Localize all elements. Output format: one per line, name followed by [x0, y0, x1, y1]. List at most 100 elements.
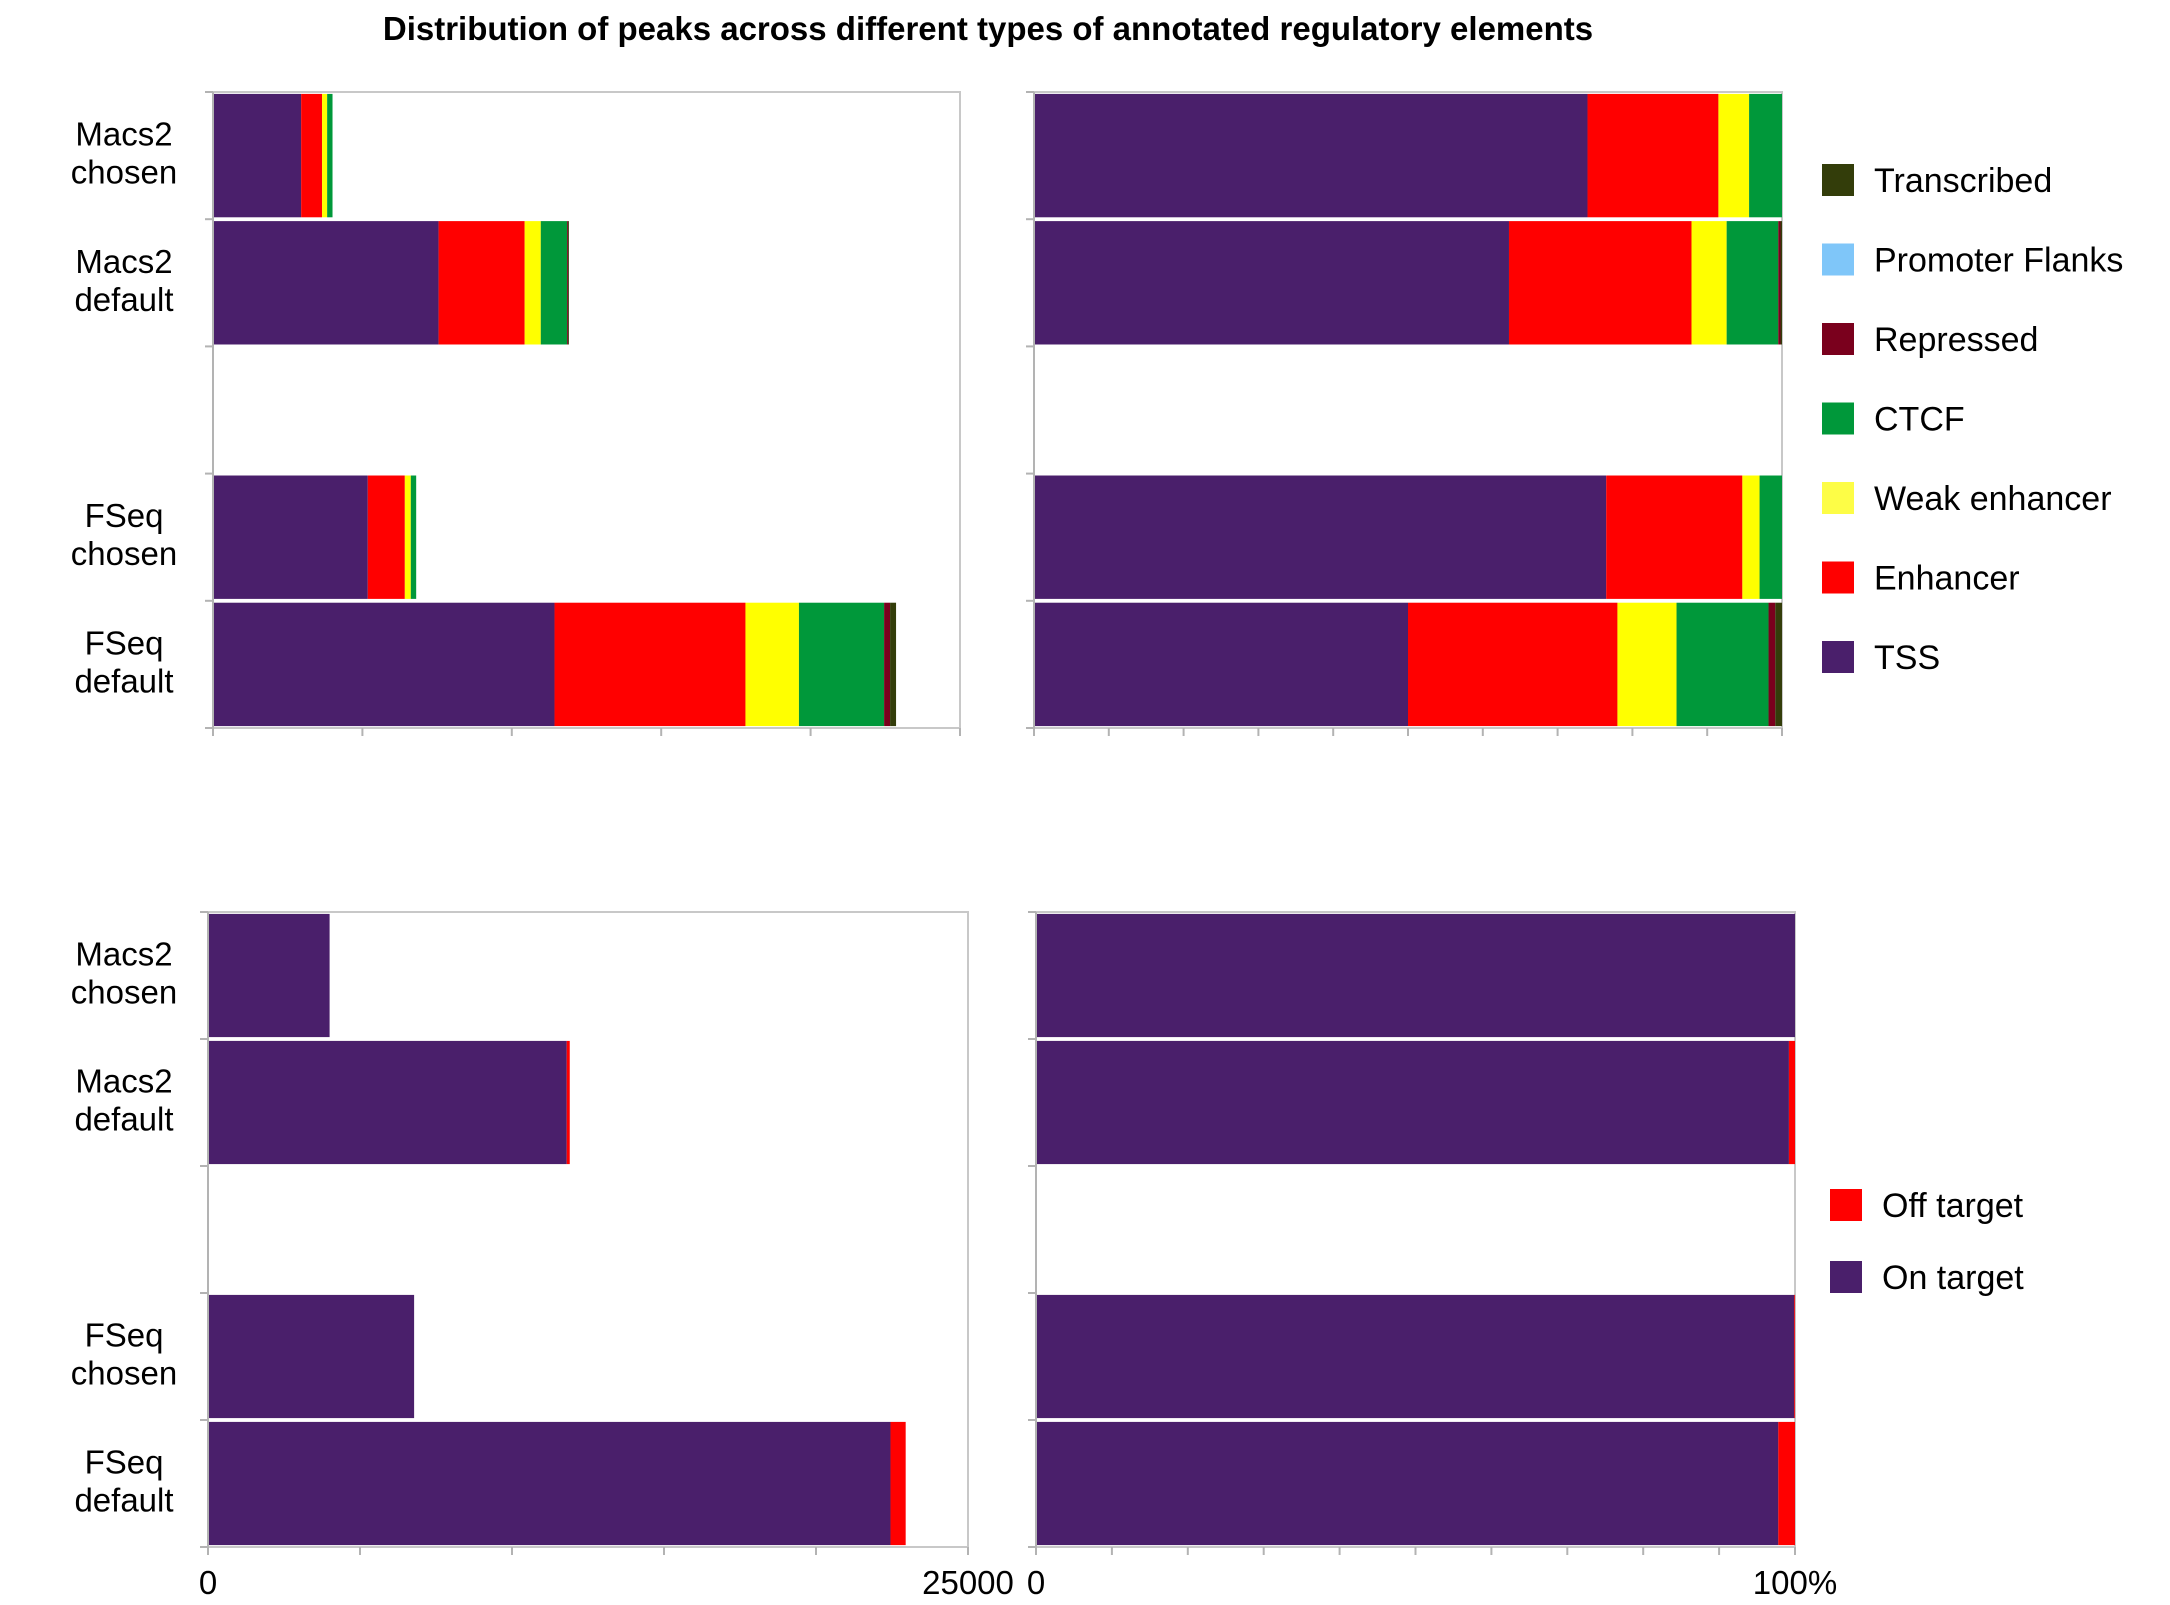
legend-item: Enhancer: [1822, 560, 2020, 598]
bar-segment-on-target: [1036, 1040, 1789, 1165]
bar-segment-transcribed: [890, 602, 897, 727]
legend-item: Off target: [1830, 1187, 2024, 1225]
panel-percent-regulatory: [1026, 91, 1783, 736]
bar-segment-ctcf: [410, 475, 417, 599]
bar-segment-enhancer: [301, 93, 323, 218]
bar-segment-ctcf: [1759, 475, 1782, 599]
legend-label: TSS: [1874, 639, 1940, 677]
bar-segment-weak-enhancer: [1691, 221, 1727, 345]
legend-swatch: [1822, 323, 1854, 355]
legend-swatch: [1822, 164, 1854, 196]
x-tick-label: 100%: [1753, 1564, 1837, 1601]
legend-label: Off target: [1882, 1187, 2024, 1225]
bar-segment-weak-enhancer: [745, 602, 799, 727]
bar-segment-enhancer: [367, 475, 405, 599]
legend-item: Repressed: [1822, 321, 2038, 359]
legend-label: Enhancer: [1874, 560, 2020, 598]
legend-swatch: [1830, 1189, 1862, 1221]
legend-item: TSS: [1822, 639, 1940, 677]
bar-segment-weak-enhancer: [1742, 475, 1760, 599]
bar-segment-weak-enhancer: [404, 475, 411, 599]
bar-segment-enhancer: [438, 221, 525, 345]
bar-segment-repressed: [1778, 221, 1781, 345]
bar-segment-tss: [1034, 475, 1607, 599]
category-label: Macs2 chosen: [71, 936, 177, 1011]
legend-item: Transcribed: [1822, 162, 2052, 200]
bar-segment-enhancer: [1408, 602, 1618, 727]
legend-item: Weak enhancer: [1822, 480, 2112, 518]
x-tick-label: 25000: [922, 1564, 1014, 1601]
bar-segment-repressed: [1768, 602, 1776, 727]
bar-segment-on-target: [208, 1040, 567, 1165]
bar-segment-off-target: [1788, 1040, 1795, 1165]
bar-segment-tss: [213, 602, 555, 727]
category-label: FSeq chosen: [71, 1317, 177, 1392]
bar-segment-tss: [1034, 602, 1408, 727]
bar-segment-repressed: [884, 602, 891, 727]
bar-segment-weak-enhancer: [1617, 602, 1677, 727]
category-label: FSeq default: [74, 624, 173, 699]
legend-item: Promoter Flanks: [1822, 242, 2123, 280]
category-label: FSeq chosen: [71, 497, 177, 572]
bar-segment-ctcf: [540, 221, 568, 345]
legend-swatch: [1822, 243, 1854, 276]
x-tick-label: 0: [199, 1564, 217, 1601]
category-label: FSeq default: [74, 1444, 173, 1519]
bar-segment-off-target: [1794, 1294, 1796, 1419]
legend-label: On target: [1882, 1259, 2024, 1297]
bar-segment-ctcf: [798, 602, 885, 727]
bar-segment-weak-enhancer: [1718, 93, 1750, 218]
legend-swatch: [1822, 482, 1854, 514]
bar-segment-ctcf: [1749, 93, 1782, 218]
chart-panels: Macs2 chosen Macs2 default FSeq chosen FSeq def…: [71, 91, 1837, 1601]
bar-segment-tss: [1034, 93, 1588, 218]
legend-label: CTCF: [1874, 401, 1965, 439]
bar-segment-tss: [213, 475, 368, 599]
legend-label: Promoter Flanks: [1874, 242, 2123, 280]
bar-segment-enhancer: [1508, 221, 1692, 345]
bar-segment-tss: [213, 221, 439, 345]
bar-segment-ctcf: [1726, 221, 1779, 345]
bar-segment-off-target: [1778, 1421, 1795, 1546]
legend-swatch: [1822, 561, 1854, 594]
bar-segment-weak-enhancer: [524, 221, 541, 345]
bar-segment-enhancer: [554, 602, 746, 727]
bar-segment-ctcf: [327, 93, 333, 218]
bar-segment-on-target: [208, 1421, 891, 1546]
bar-segment-off-target: [890, 1421, 906, 1546]
x-tick-label: 0: [1027, 1564, 1045, 1601]
legend-regulatory-elements: Transcribed Promoter Flanks Repressed CTCF W…: [1822, 162, 2123, 677]
bar-segment-off-target: [566, 1040, 570, 1165]
legend-label: Weak enhancer: [1874, 480, 2112, 518]
category-label: Macs2 default: [74, 243, 173, 318]
legend-item: On target: [1830, 1259, 2024, 1297]
legend-swatch: [1822, 402, 1854, 435]
bar-segment-tss: [213, 93, 302, 218]
category-label: Macs2 default: [74, 1063, 173, 1138]
bar-segment-ctcf: [1676, 602, 1769, 727]
panel-counts-regulatory: Macs2 chosen Macs2 default FSeq chosen FSeq def…: [71, 91, 961, 736]
bar-segment-on-target: [208, 913, 330, 1038]
bar-segment-on-target: [1036, 1421, 1779, 1546]
category-label: Macs2 chosen: [71, 116, 177, 191]
panel-percent-target: 0 100%: [1027, 911, 1837, 1601]
legend-label: Transcribed: [1874, 162, 2052, 200]
chart-title: Distribution of peaks across different t…: [383, 10, 1593, 47]
bar-segment-weak-enhancer: [322, 93, 328, 218]
bar-segment-transcribed: [567, 221, 569, 345]
bar-segment-enhancer: [1606, 475, 1743, 599]
legend-swatch: [1830, 1261, 1862, 1293]
bar-segment-repressed: [567, 221, 568, 345]
legend-item: CTCF: [1822, 401, 1965, 439]
bar-segment-enhancer: [1587, 93, 1719, 218]
bar-segment-on-target: [1036, 913, 1795, 1038]
legend-label: Repressed: [1874, 321, 2038, 359]
legend-swatch: [1822, 641, 1854, 673]
legend-targeting: Off target On target: [1830, 1187, 2024, 1297]
bar-segment-on-target: [1036, 1294, 1795, 1419]
bar-segment-on-target: [208, 1294, 415, 1419]
bar-segment-transcribed: [1780, 221, 1782, 345]
bar-segment-transcribed: [1775, 602, 1782, 727]
bar-segment-tss: [1034, 221, 1509, 345]
